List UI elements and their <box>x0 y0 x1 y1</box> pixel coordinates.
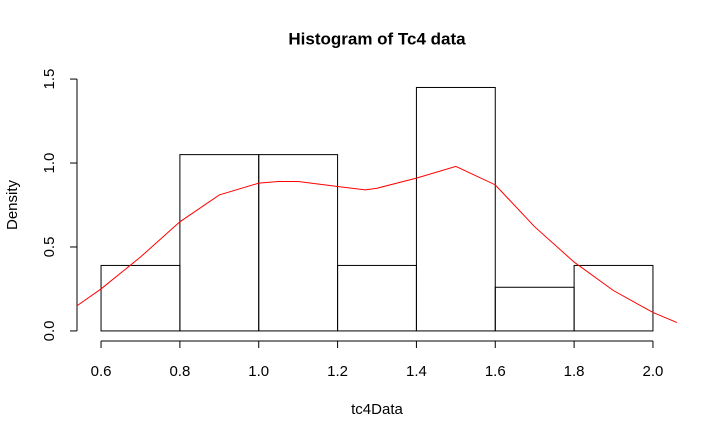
x-tick-label: 1.2 <box>327 363 348 380</box>
histogram-bar <box>415 86 496 332</box>
chart-title: Histogram of Tc4 data <box>288 29 466 48</box>
histogram-bar <box>337 264 417 332</box>
x-tick-label: 1.6 <box>485 363 506 380</box>
x-tick-label: 1.0 <box>248 363 269 380</box>
y-tick-label: 1.5 <box>41 69 58 90</box>
y-tick-label: 0.5 <box>41 237 58 258</box>
histogram-bar <box>179 154 260 332</box>
y-tick-label: 1.0 <box>41 153 58 174</box>
density-curve <box>76 165 678 323</box>
histogram-bar <box>573 264 654 332</box>
x-tick-label: 1.8 <box>564 363 585 380</box>
histogram-bar <box>100 264 181 332</box>
x-tick-label: 2.0 <box>643 363 664 380</box>
x-tick-label: 1.4 <box>406 363 427 380</box>
x-axis-label: tc4Data <box>351 401 403 418</box>
histogram-bar <box>258 154 339 332</box>
y-tick-label: 0.0 <box>41 320 58 341</box>
x-tick-label: 0.6 <box>91 363 112 380</box>
histogram-bar <box>494 286 575 332</box>
x-tick-label: 0.8 <box>169 363 190 380</box>
y-axis-label: Density <box>4 179 21 230</box>
